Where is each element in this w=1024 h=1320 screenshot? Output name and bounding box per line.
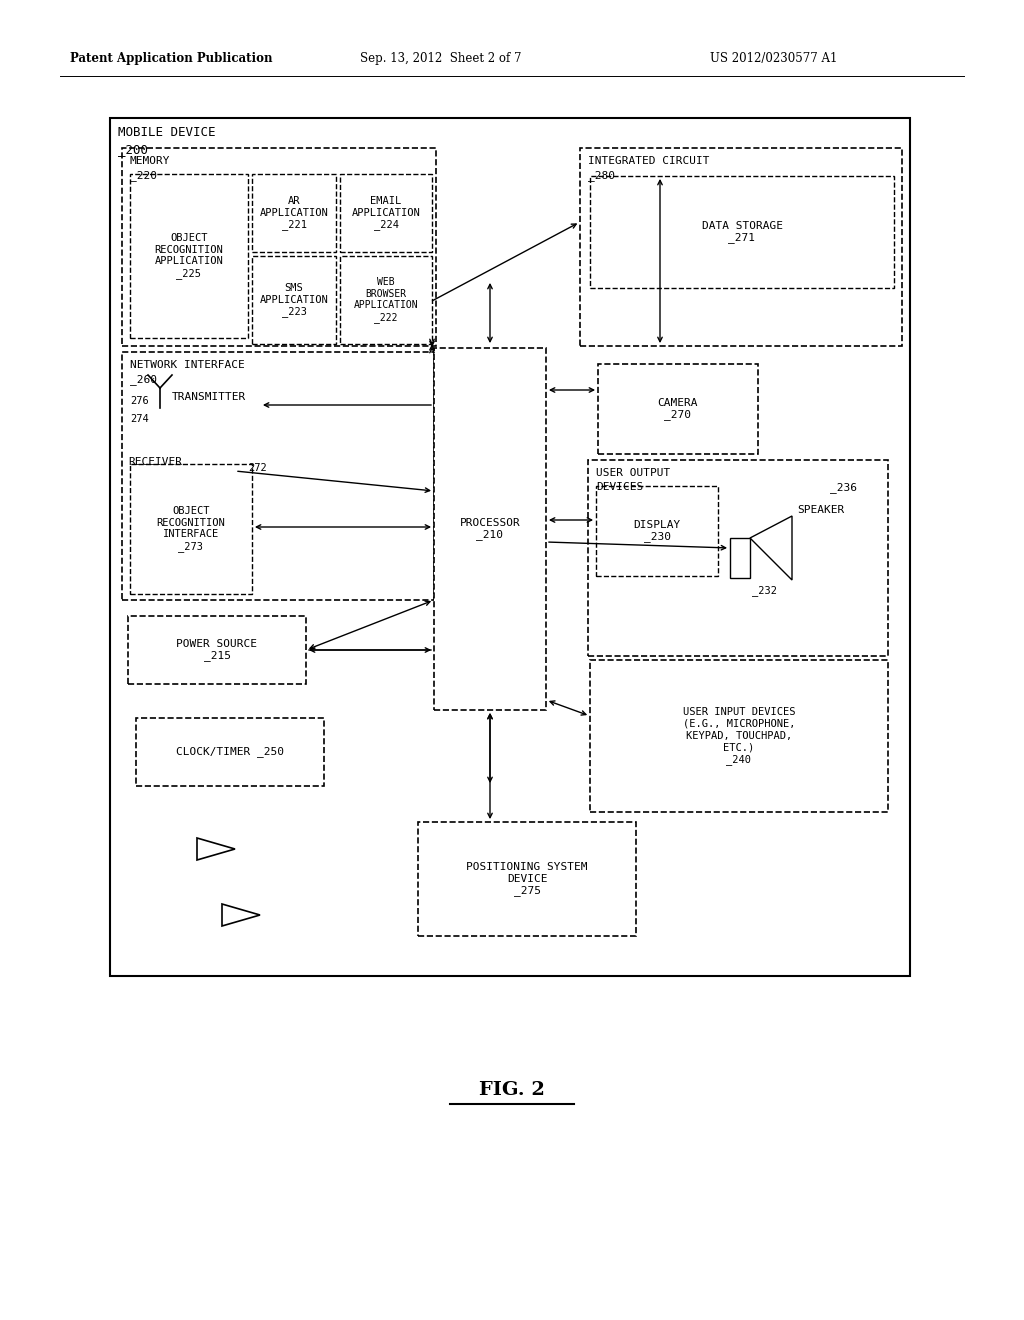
Text: FIG. 2: FIG. 2 bbox=[479, 1081, 545, 1100]
Text: AR
APPLICATION
̲221: AR APPLICATION ̲221 bbox=[260, 195, 329, 230]
Bar bbox=[580, 148, 902, 346]
Text: PROCESSOR
̲210: PROCESSOR ̲210 bbox=[460, 517, 520, 540]
Text: RECEIVER: RECEIVER bbox=[128, 457, 182, 467]
Text: ̲280: ̲280 bbox=[588, 170, 615, 181]
Bar bbox=[590, 660, 888, 812]
Text: EMAIL
APPLICATION
̲224: EMAIL APPLICATION ̲224 bbox=[351, 195, 421, 230]
Text: DEVICES: DEVICES bbox=[596, 482, 643, 492]
Text: NETWORK INTERFACE: NETWORK INTERFACE bbox=[130, 360, 245, 370]
Text: 276: 276 bbox=[130, 396, 148, 407]
Text: POSITIONING SYSTEM
DEVICE
̲275: POSITIONING SYSTEM DEVICE ̲275 bbox=[466, 862, 588, 896]
Text: CLOCK/TIMER ̲250: CLOCK/TIMER ̲250 bbox=[176, 747, 284, 758]
Text: DATA STORAGE
̲271: DATA STORAGE ̲271 bbox=[701, 220, 782, 243]
Text: 274: 274 bbox=[130, 414, 148, 424]
Bar bbox=[598, 364, 758, 454]
Bar bbox=[596, 486, 718, 576]
Text: OBJECT
RECOGNITION
APPLICATION
̲225: OBJECT RECOGNITION APPLICATION ̲225 bbox=[155, 234, 223, 279]
Bar bbox=[252, 256, 336, 345]
Text: ̲220: ̲220 bbox=[130, 170, 157, 181]
Bar bbox=[588, 459, 888, 656]
Text: MEMORY: MEMORY bbox=[130, 156, 171, 166]
Bar bbox=[110, 117, 910, 975]
Text: SPEAKER: SPEAKER bbox=[797, 506, 844, 515]
Bar bbox=[128, 616, 306, 684]
Text: Sep. 13, 2012  Sheet 2 of 7: Sep. 13, 2012 Sheet 2 of 7 bbox=[360, 51, 521, 65]
Text: POWER SOURCE
̲215: POWER SOURCE ̲215 bbox=[176, 639, 257, 661]
Text: 272: 272 bbox=[248, 463, 266, 473]
Bar bbox=[252, 174, 336, 252]
Bar bbox=[130, 465, 252, 594]
Bar bbox=[340, 256, 432, 345]
Text: INTEGRATED CIRCUIT: INTEGRATED CIRCUIT bbox=[588, 156, 710, 166]
Bar bbox=[590, 176, 894, 288]
Text: ̲200: ̲200 bbox=[118, 143, 148, 156]
Text: MOBILE DEVICE: MOBILE DEVICE bbox=[118, 125, 215, 139]
Text: USER OUTPUT: USER OUTPUT bbox=[596, 469, 671, 478]
Text: CAMERA
̲270: CAMERA ̲270 bbox=[657, 397, 698, 420]
Text: OBJECT
RECOGNITION
INTERFACE
̲273: OBJECT RECOGNITION INTERFACE ̲273 bbox=[157, 506, 225, 552]
Bar bbox=[434, 348, 546, 710]
Text: SMS
APPLICATION
̲223: SMS APPLICATION ̲223 bbox=[260, 282, 329, 317]
Bar bbox=[122, 148, 436, 346]
Bar bbox=[136, 718, 324, 785]
Bar bbox=[122, 352, 434, 601]
Bar bbox=[340, 174, 432, 252]
Text: TRANSMITTER: TRANSMITTER bbox=[172, 392, 246, 403]
Text: US 2012/0230577 A1: US 2012/0230577 A1 bbox=[710, 51, 838, 65]
Text: ̲260: ̲260 bbox=[130, 374, 157, 385]
Bar bbox=[130, 174, 248, 338]
Text: ̲236: ̲236 bbox=[830, 482, 857, 492]
Text: DISPLAY
̲230: DISPLAY ̲230 bbox=[634, 520, 681, 543]
Text: Patent Application Publication: Patent Application Publication bbox=[70, 51, 272, 65]
Text: WEB
BROWSER
APPLICATION
̲222: WEB BROWSER APPLICATION ̲222 bbox=[353, 277, 419, 323]
Text: ̲232: ̲232 bbox=[752, 585, 777, 595]
Bar bbox=[730, 539, 750, 578]
Text: USER INPUT DEVICES
(E.G., MICROPHONE,
KEYPAD, TOUCHPAD,
ETC.)
̲240: USER INPUT DEVICES (E.G., MICROPHONE, KE… bbox=[683, 708, 796, 764]
Bar bbox=[418, 822, 636, 936]
